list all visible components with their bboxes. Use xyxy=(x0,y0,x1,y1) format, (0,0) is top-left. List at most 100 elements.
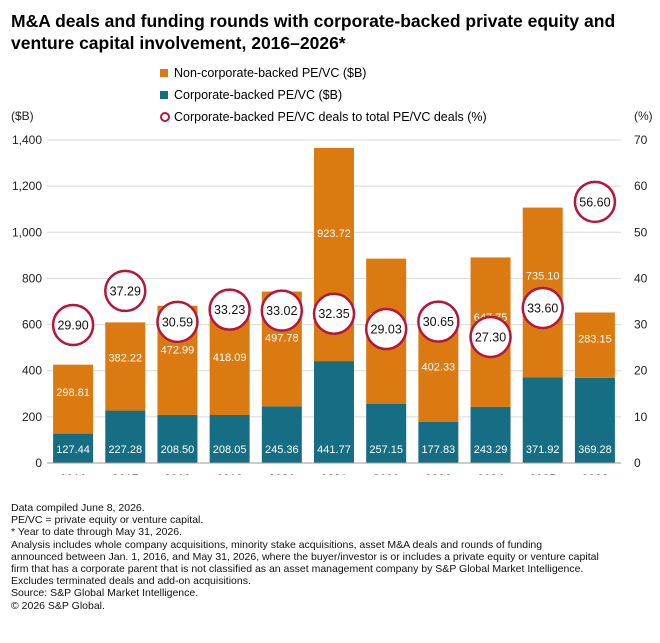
bar-label-corporate: 441.77 xyxy=(317,444,351,456)
footnotes: Data compiled June 8, 2026. PE/VC = priv… xyxy=(11,502,651,612)
ratio-marker xyxy=(364,307,408,351)
legend-label-corporate: Corporate-backed PE/VC ($B) xyxy=(174,88,343,102)
footnote-line: Analysis includes whole company acquisit… xyxy=(11,538,543,551)
footnote-line: Data compiled June 8, 2026. xyxy=(11,502,145,514)
left-tick-label: 800 xyxy=(22,271,42,285)
x-tick-label: 2020 xyxy=(268,472,295,475)
x-tick-label: 2021 xyxy=(321,472,348,475)
x-tick-label: 2026 xyxy=(582,472,609,475)
bar-label-non-corporate: 472.99 xyxy=(161,344,195,356)
ratio-label: 29.90 xyxy=(57,319,88,333)
right-axis-label: (%) xyxy=(634,109,653,123)
bar-label-corporate: 177.83 xyxy=(422,444,456,456)
ratio-marker xyxy=(573,180,617,224)
bar-label-corporate: 227.28 xyxy=(108,444,142,456)
legend-item-non-corporate: Non-corporate-backed PE/VC ($B) xyxy=(160,62,487,84)
legend-ring-ratio xyxy=(160,112,170,122)
x-tick-label: 2022 xyxy=(373,472,400,475)
right-tick-label: 0 xyxy=(634,456,641,470)
right-tick-label: 70 xyxy=(634,133,648,147)
right-tick-label: 60 xyxy=(634,179,648,193)
ratio-marker xyxy=(417,300,460,343)
ratio-marker xyxy=(260,289,304,332)
bar-corporate xyxy=(261,406,302,463)
bar-label-corporate: 127.44 xyxy=(56,444,90,456)
legend-swatch-corporate xyxy=(160,91,168,99)
bar-label-non-corporate: 283.15 xyxy=(578,334,612,346)
x-tick-label: 2024 xyxy=(477,472,504,475)
left-axis-label: ($B) xyxy=(11,109,34,123)
bar-label-non-corporate: 497.78 xyxy=(265,332,299,344)
ratio-label: 33.60 xyxy=(527,301,558,315)
ratio-label: 32.35 xyxy=(318,307,349,321)
left-tick-label: 1,000 xyxy=(12,225,42,239)
legend-swatch-non-corporate xyxy=(160,69,168,77)
bar-corporate xyxy=(522,377,563,463)
right-tick-label: 10 xyxy=(634,410,648,424)
footnote-line: © 2026 S&P Global. xyxy=(11,599,105,612)
bar-corporate xyxy=(470,406,511,463)
left-tick-label: 1,400 xyxy=(12,133,42,147)
bar-non-corporate xyxy=(105,322,146,411)
x-tick-label: 2025 xyxy=(529,472,556,475)
footnote-line: firm that has a corporate parent that is… xyxy=(11,563,584,576)
legend-label-ratio: Corporate-backed PE/VC deals to total PE… xyxy=(174,110,487,124)
left-tick-label: 0 xyxy=(35,456,42,470)
bar-corporate xyxy=(314,361,354,463)
bar-corporate xyxy=(157,414,198,463)
ratio-marker xyxy=(156,300,199,344)
ratio-marker xyxy=(208,288,251,331)
bar-label-non-corporate: 735.10 xyxy=(526,270,560,282)
x-tick-label: 2019 xyxy=(216,472,243,475)
footnote-line: PE/VC = private equity or venture capita… xyxy=(11,514,204,527)
right-tick-label: 30 xyxy=(634,318,648,332)
bar-label-corporate: 369.28 xyxy=(578,444,612,456)
legend-item-ratio: Corporate-backed PE/VC deals to total PE… xyxy=(160,106,487,128)
legend-label-non-corporate: Non-corporate-backed PE/VC ($B) xyxy=(174,66,367,80)
chart-plot: 0 200 400 600 800 1,000 1,200 1,400 0 10 20 30 40 50 6… xyxy=(11,109,653,475)
bar-corporate xyxy=(209,414,250,463)
chart-title: M&A deals and funding rounds with corpor… xyxy=(11,11,616,53)
ratio-label: 33.23 xyxy=(214,303,245,317)
bar-label-corporate: 208.50 xyxy=(161,444,195,456)
ratio-marker xyxy=(312,292,356,335)
bar-label-corporate: 208.05 xyxy=(213,444,247,456)
ratio-label: 30.59 xyxy=(162,315,193,329)
legend-item-corporate: Corporate-backed PE/VC ($B) xyxy=(160,84,487,106)
x-tick-label: 2023 xyxy=(425,472,452,475)
ratio-marker xyxy=(521,286,564,330)
bar-label-corporate: 371.92 xyxy=(526,444,560,456)
footnote-line: * Year to date through May 31, 2026. xyxy=(11,526,183,539)
bar-corporate xyxy=(418,421,459,463)
bar-label-corporate: 243.29 xyxy=(474,444,508,456)
ratio-label: 30.65 xyxy=(423,315,454,329)
bar-label-non-corporate: 402.33 xyxy=(422,361,456,373)
ratio-marker xyxy=(51,303,95,347)
footnote-line: Source: S&P Global Market Intelligence. xyxy=(11,587,199,600)
ratio-label: 37.29 xyxy=(110,284,141,298)
chart-legend: Non-corporate-backed PE/VC ($B) Corporat… xyxy=(160,62,487,128)
x-tick-label: 2016 xyxy=(60,472,87,475)
ratio-marker xyxy=(469,315,512,359)
right-tick-label: 20 xyxy=(634,364,648,378)
ratio-label: 29.03 xyxy=(371,323,402,337)
bar-corporate xyxy=(53,433,94,463)
left-tick-label: 400 xyxy=(22,364,42,378)
bar-corporate xyxy=(105,410,146,463)
ratio-marker xyxy=(104,269,147,313)
bar-label-corporate: 257.15 xyxy=(369,444,403,456)
footnote-line: announced between Jan. 1, 2016, and May … xyxy=(11,550,599,563)
bar-label-non-corporate: 418.09 xyxy=(213,352,247,364)
left-tick-label: 200 xyxy=(22,410,42,424)
bar-label-non-corporate: 298.81 xyxy=(56,387,90,399)
ratio-label: 56.60 xyxy=(579,195,610,209)
ratio-label: 33.02 xyxy=(266,304,297,318)
footnote-line: Excludes terminated deals and add-on acq… xyxy=(11,575,251,588)
bar-label-non-corporate: 923.72 xyxy=(317,228,351,240)
bar-corporate xyxy=(574,377,615,463)
right-tick-label: 40 xyxy=(634,271,648,285)
bar-non-corporate xyxy=(574,312,615,378)
ratio-label: 27.30 xyxy=(475,331,506,345)
bar-label-corporate: 245.36 xyxy=(265,444,299,456)
bar-non-corporate xyxy=(53,364,94,434)
